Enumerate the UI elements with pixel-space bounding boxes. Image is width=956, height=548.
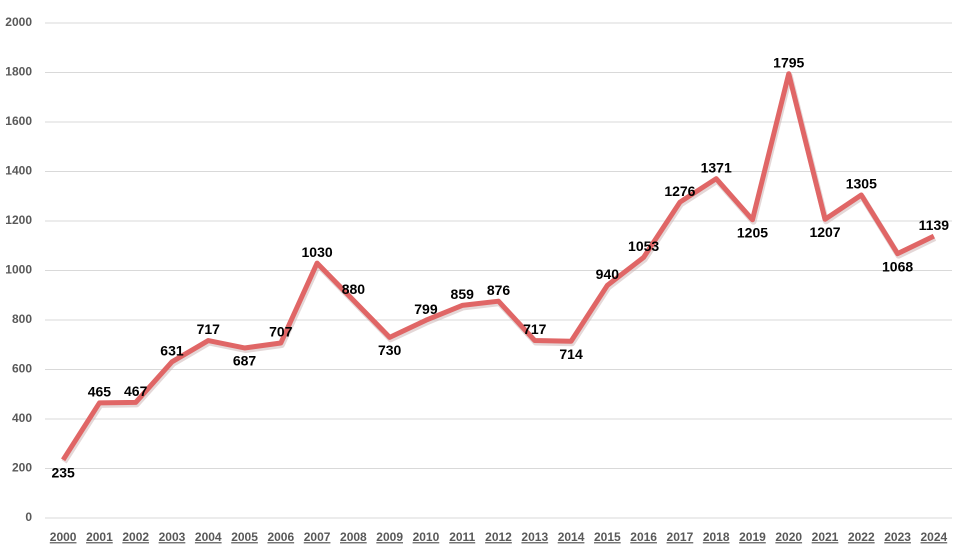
x-tick-label: 2015 <box>594 530 621 544</box>
data-label: 1030 <box>302 244 333 260</box>
data-label: 1795 <box>773 54 804 70</box>
x-tick-label: 2024 <box>921 530 948 544</box>
y-tick-label: 600 <box>12 362 32 376</box>
data-label: 1276 <box>664 183 695 199</box>
data-label: 730 <box>378 342 402 358</box>
x-tick-label: 2018 <box>703 530 730 544</box>
data-label: 717 <box>197 321 221 337</box>
y-tick-label: 1600 <box>5 114 32 128</box>
y-tick-label: 1400 <box>5 164 32 178</box>
data-label: 1371 <box>701 159 732 175</box>
data-line <box>61 71 935 462</box>
y-tick-label: 2000 <box>5 15 32 29</box>
data-label: 467 <box>124 383 148 399</box>
data-label: 1139 <box>919 217 950 233</box>
y-tick-label: 800 <box>12 312 32 326</box>
x-tick-label: 2008 <box>340 530 367 544</box>
data-label: 940 <box>596 266 620 282</box>
x-tick-label: 2013 <box>521 530 548 544</box>
data-label: 707 <box>269 324 293 340</box>
y-tick-label: 1800 <box>5 65 32 79</box>
data-label: 1305 <box>846 176 877 192</box>
data-label: 1053 <box>628 238 659 254</box>
x-tick-label: 2011 <box>449 530 475 544</box>
x-tick-label: 2019 <box>739 530 766 544</box>
x-tick-label: 2014 <box>558 530 585 544</box>
x-tick-label: 2016 <box>630 530 657 544</box>
data-label: 1207 <box>809 224 840 240</box>
x-tick-label: 2017 <box>667 530 694 544</box>
y-tick-label: 0 <box>25 510 32 524</box>
x-tick-label: 2004 <box>195 530 222 544</box>
data-label: 1068 <box>882 258 913 274</box>
data-label: 876 <box>487 282 511 298</box>
x-tick-label: 2020 <box>775 530 802 544</box>
x-tick-label: 2007 <box>304 530 331 544</box>
data-label: 687 <box>233 353 257 369</box>
x-tick-label: 2000 <box>50 530 77 544</box>
x-tick-label: 2003 <box>159 530 186 544</box>
x-tick-label: 2001 <box>86 530 113 544</box>
x-tick-label: 2023 <box>884 530 911 544</box>
x-tick-label: 2010 <box>413 530 440 544</box>
x-tick-label: 2006 <box>267 530 294 544</box>
y-tick-label: 400 <box>12 411 32 425</box>
data-label: 631 <box>160 343 184 359</box>
data-label: 859 <box>451 286 475 302</box>
data-label: 714 <box>559 346 583 362</box>
data-label: 880 <box>342 281 366 297</box>
x-tick-label: 2005 <box>231 530 258 544</box>
data-label: 717 <box>523 321 547 337</box>
x-tick-label: 2002 <box>122 530 149 544</box>
y-tick-label: 1000 <box>5 263 32 277</box>
data-label: 465 <box>88 384 112 400</box>
data-label: 1205 <box>737 224 768 240</box>
x-tick-label: 2022 <box>848 530 875 544</box>
y-tick-label: 1200 <box>5 213 32 227</box>
x-tick-label: 2009 <box>376 530 403 544</box>
data-label: 799 <box>414 301 438 317</box>
x-tick-label: 2021 <box>812 530 839 544</box>
x-tick-label: 2012 <box>485 530 512 544</box>
y-tick-label: 200 <box>12 461 32 475</box>
data-label: 235 <box>51 465 75 481</box>
